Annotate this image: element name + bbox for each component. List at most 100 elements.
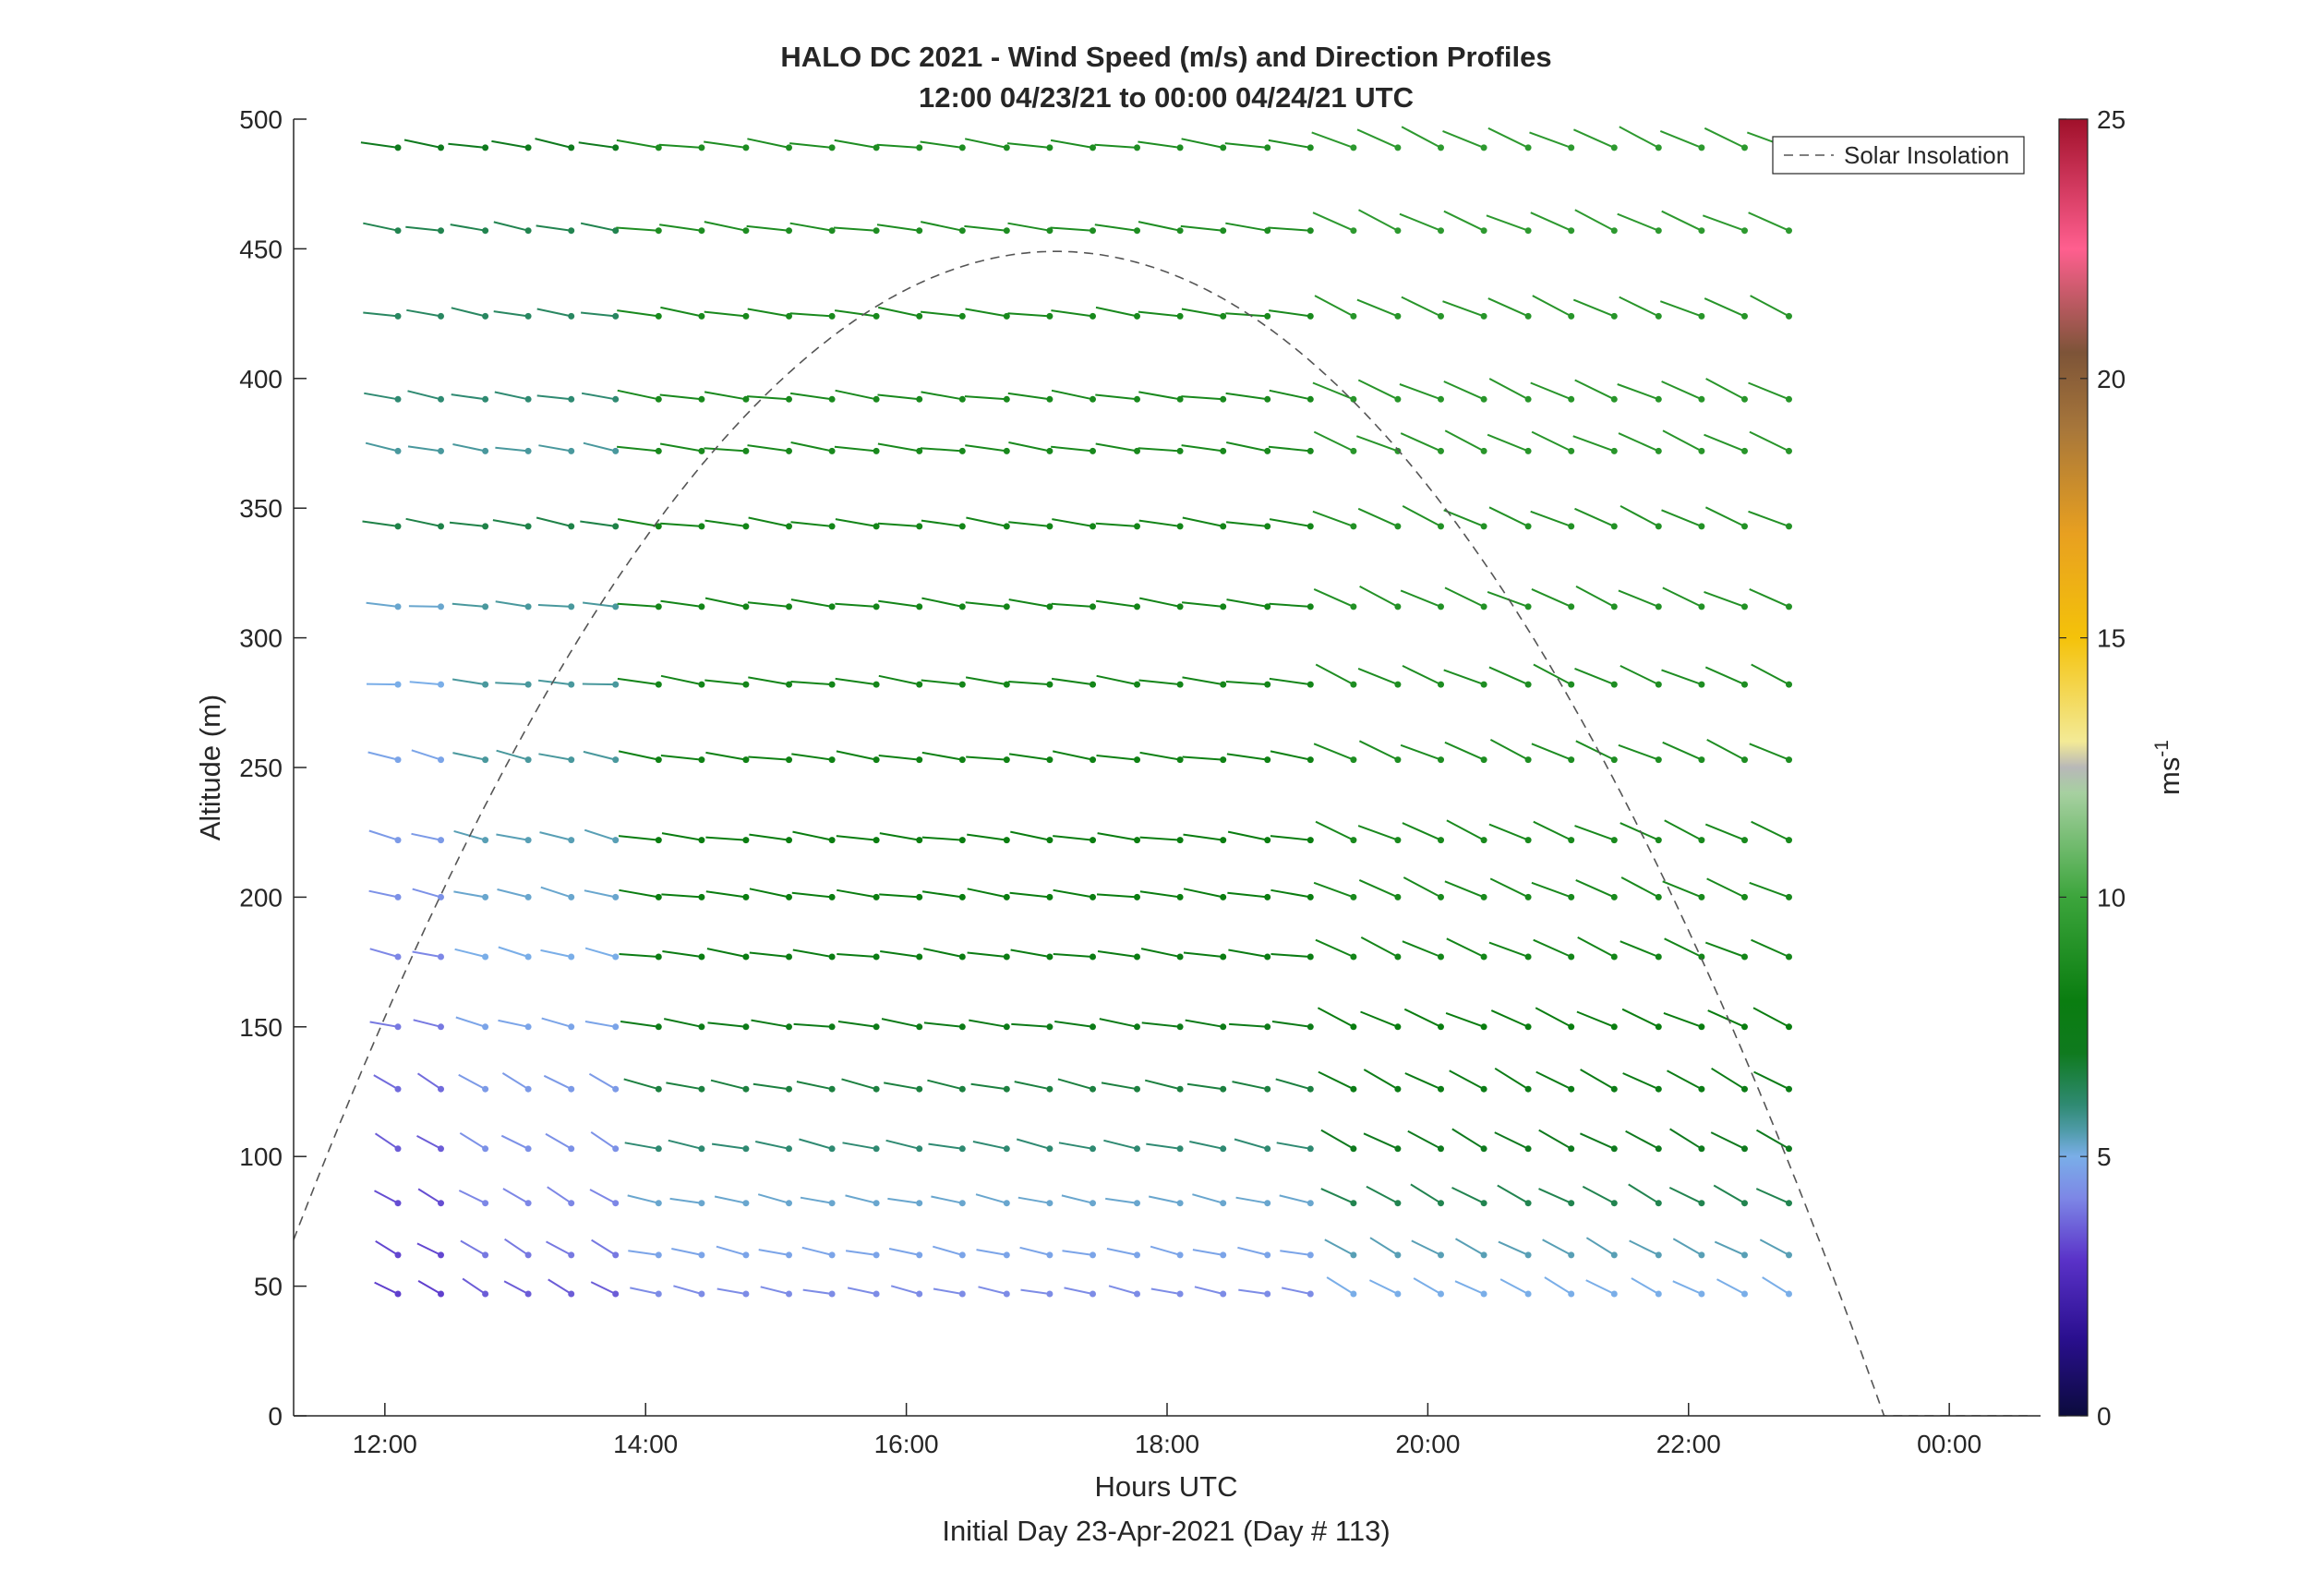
wind-barb-dot bbox=[612, 395, 620, 403]
wind-barb bbox=[363, 311, 399, 318]
wind-barb-dot bbox=[438, 893, 444, 900]
wind-barb-dot bbox=[1350, 1085, 1357, 1093]
wind-barb bbox=[927, 1079, 963, 1091]
wind-barb bbox=[584, 1021, 616, 1028]
wind-barb-dot bbox=[524, 144, 532, 151]
wind-barb bbox=[931, 1195, 963, 1204]
wind-barb bbox=[1280, 1250, 1311, 1256]
wind-barb-dot bbox=[1568, 837, 1575, 844]
wind-barb-dot bbox=[1438, 1290, 1444, 1298]
wind-barb-dot bbox=[1264, 603, 1271, 610]
wind-barb-dot bbox=[1438, 1251, 1444, 1259]
wind-barb bbox=[845, 1194, 877, 1204]
wind-barb-dot bbox=[1003, 227, 1010, 235]
wind-barb bbox=[1704, 941, 1745, 958]
wind-barb bbox=[1320, 1188, 1355, 1204]
wind-barb-dot bbox=[1220, 1251, 1227, 1259]
wind-barb-dot bbox=[1568, 144, 1575, 151]
wind-barb bbox=[1750, 295, 1789, 318]
wind-barb-dot bbox=[873, 1145, 880, 1153]
wind-barb-dot bbox=[916, 1023, 923, 1031]
wind-barb-dot bbox=[1220, 837, 1227, 844]
wind-barb bbox=[1704, 590, 1745, 608]
wind-barb-dot bbox=[1003, 1251, 1010, 1259]
wind-barb bbox=[1138, 221, 1181, 232]
wind-barb-dot bbox=[1438, 1023, 1444, 1031]
wind-barb bbox=[1538, 1188, 1572, 1204]
wind-barb-dot bbox=[524, 1200, 532, 1207]
wind-barb-dot bbox=[1610, 523, 1618, 530]
wind-barb bbox=[748, 516, 789, 527]
wind-barb bbox=[1094, 143, 1138, 149]
wind-barb bbox=[1714, 1240, 1745, 1256]
wind-barb bbox=[659, 393, 703, 401]
wind-barb bbox=[1449, 1069, 1485, 1091]
wind-barb-dot bbox=[742, 603, 750, 610]
wind-barb-dot bbox=[394, 681, 402, 688]
wind-barb-dot bbox=[1480, 144, 1487, 151]
wind-barb bbox=[1751, 663, 1789, 685]
wind-barb bbox=[1401, 296, 1441, 318]
wind-barb bbox=[500, 1134, 529, 1150]
wind-barb-dot bbox=[612, 1251, 620, 1259]
wind-barb-dot bbox=[1610, 1251, 1618, 1259]
wind-barb bbox=[581, 392, 616, 401]
wind-barb bbox=[578, 141, 616, 149]
wind-barb-dot bbox=[1350, 1200, 1357, 1207]
wind-barb-dot bbox=[655, 603, 662, 610]
wind-barb-dot bbox=[1655, 1290, 1662, 1298]
wind-barb bbox=[1144, 1079, 1181, 1091]
wind-barb-dot bbox=[568, 523, 575, 530]
wind-barb-dot bbox=[958, 395, 966, 403]
wind-barb-dot bbox=[482, 1023, 489, 1031]
wind-barb-dot bbox=[438, 1290, 444, 1298]
wind-barb-dot bbox=[1568, 1290, 1575, 1298]
wind-barb-dot bbox=[1438, 1145, 1444, 1153]
wind-barb bbox=[704, 391, 747, 401]
wind-barb bbox=[1095, 522, 1138, 527]
wind-barb bbox=[1052, 518, 1093, 527]
wind-barb-dot bbox=[1698, 756, 1705, 764]
wind-barb bbox=[1444, 741, 1485, 761]
wind-barb-dot bbox=[1046, 395, 1054, 403]
wind-barb bbox=[1445, 1011, 1485, 1028]
wind-barb bbox=[1141, 1021, 1181, 1028]
wind-barb bbox=[1095, 393, 1138, 401]
x-axis-label: Hours UTC bbox=[1094, 1470, 1237, 1503]
wind-barb-dot bbox=[1264, 756, 1271, 764]
wind-barb bbox=[1531, 881, 1572, 899]
wind-barb bbox=[448, 142, 486, 149]
wind-barb-dot bbox=[1480, 447, 1487, 454]
wind-barb bbox=[757, 1193, 789, 1204]
wind-barb-dot bbox=[1568, 395, 1575, 403]
wind-barb bbox=[540, 949, 572, 958]
wind-barb-dot bbox=[1220, 893, 1227, 900]
wind-barb-dot bbox=[394, 523, 402, 530]
wind-barb-dot bbox=[742, 953, 750, 961]
wind-barb bbox=[1575, 878, 1615, 899]
wind-barb bbox=[1400, 743, 1441, 761]
wind-barb-dot bbox=[1480, 603, 1487, 610]
wind-barb-dot bbox=[786, 681, 792, 688]
wind-barb-dot bbox=[1741, 227, 1748, 235]
wind-barb bbox=[1749, 881, 1789, 899]
wind-barb-dot bbox=[1306, 953, 1314, 961]
wind-barb-dot bbox=[1655, 447, 1662, 454]
y-tick-label: 300 bbox=[239, 624, 283, 653]
wind-barb bbox=[920, 221, 963, 232]
wind-barb-dot bbox=[698, 523, 705, 530]
wind-barb bbox=[1357, 825, 1399, 841]
wind-barb-dot bbox=[1046, 144, 1054, 151]
legend-entry-solar-insolation: Solar Insolation bbox=[1844, 141, 2009, 169]
wind-barb-dot bbox=[1524, 1145, 1532, 1153]
wind-barb bbox=[1235, 1196, 1268, 1204]
wind-barb bbox=[1662, 429, 1703, 453]
wind-barb-dot bbox=[1568, 681, 1575, 688]
wind-barb bbox=[1148, 1195, 1181, 1204]
wind-barb-dot bbox=[1220, 603, 1227, 610]
wind-barb bbox=[1064, 1287, 1093, 1295]
wind-barb-dot bbox=[1046, 603, 1054, 610]
wind-barb-dot bbox=[1524, 893, 1532, 900]
wind-barb-dot bbox=[1438, 227, 1444, 235]
